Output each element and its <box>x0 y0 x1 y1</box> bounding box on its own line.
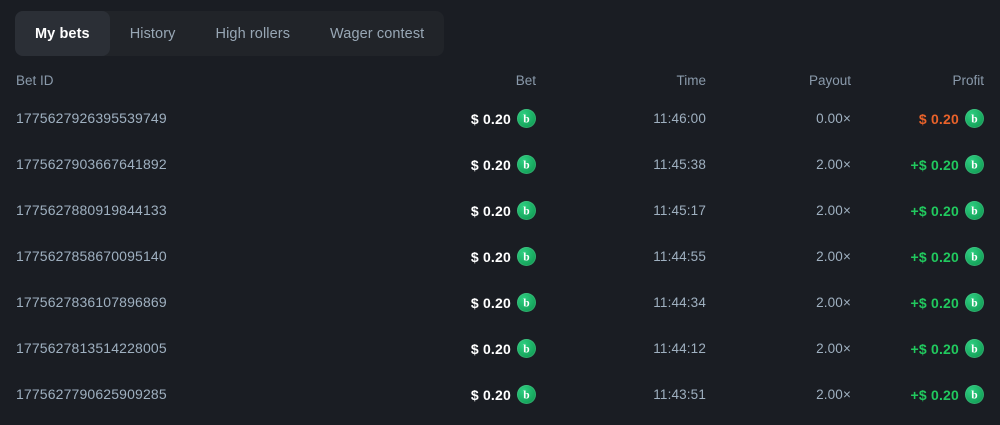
bets-tabbar: My bets History High rollers Wager contest <box>15 11 445 56</box>
profit-amount-value: +$ 0.20 <box>910 294 959 311</box>
svg-text:b: b <box>523 344 530 356</box>
profit-amount: +$ 0.20 b <box>910 247 984 267</box>
profit-amount-value: +$ 0.20 <box>910 156 959 173</box>
column-header-time: Time <box>676 72 707 88</box>
bet-amount: $ 0.20 b <box>470 385 536 405</box>
tab-history[interactable]: History <box>129 25 176 42</box>
currency-coin-icon: b <box>965 385 984 405</box>
bet-payout: 2.00× <box>816 249 851 264</box>
bet-amount: $ 0.20 b <box>470 155 536 175</box>
tab-my-bets[interactable]: My bets <box>15 11 110 56</box>
table-row[interactable]: 1775627836107896869 $ 0.20 b 11:44:34 2.00× +… <box>0 280 1000 326</box>
bet-time: 11:45:17 <box>653 203 706 218</box>
bet-amount: $ 0.20 b <box>470 109 536 129</box>
bet-time: 11:43:51 <box>653 387 706 402</box>
bet-amount-value: $ 0.20 <box>470 386 511 403</box>
profit-amount-value: +$ 0.20 <box>910 340 959 357</box>
table-row[interactable]: 1775627813514228005 $ 0.20 b 11:44:12 2.00× +… <box>0 326 1000 372</box>
bet-payout: 0.00× <box>816 111 851 126</box>
svg-text:b: b <box>971 298 978 310</box>
svg-text:b: b <box>523 252 530 264</box>
profit-amount-value: +$ 0.20 <box>910 386 959 403</box>
profit-amount: +$ 0.20 b <box>910 339 984 359</box>
table-row[interactable]: 1775627903667641892 $ 0.20 b 11:45:38 2.00× +… <box>0 142 1000 188</box>
currency-coin-icon: b <box>965 109 984 129</box>
svg-text:b: b <box>523 390 530 402</box>
svg-text:b: b <box>971 114 978 126</box>
bet-id-link[interactable]: 1775627858670095140 <box>16 248 167 264</box>
profit-amount-value: +$ 0.20 <box>910 202 959 219</box>
svg-text:b: b <box>971 344 978 356</box>
bet-id-link[interactable]: 1775627813514228005 <box>16 340 167 356</box>
bet-time: 11:44:12 <box>653 341 706 356</box>
currency-coin-icon: b <box>965 201 984 221</box>
profit-amount: +$ 0.20 b <box>910 385 984 405</box>
bet-amount: $ 0.20 b <box>470 247 536 267</box>
bet-id-link[interactable]: 1775627790625909285 <box>16 386 167 402</box>
svg-text:b: b <box>523 160 530 172</box>
svg-text:b: b <box>971 390 978 402</box>
svg-text:b: b <box>971 252 978 264</box>
currency-coin-icon: b <box>965 339 984 359</box>
currency-coin-icon: b <box>517 247 536 267</box>
profit-amount-value: $ 0.20 <box>918 110 959 127</box>
table-header-row: Bet ID Bet Time Payout Profit <box>0 64 1000 96</box>
column-header-payout: Payout <box>808 72 851 88</box>
profit-amount: +$ 0.20 b <box>910 293 984 313</box>
svg-text:b: b <box>523 114 530 126</box>
bet-amount: $ 0.20 b <box>470 201 536 221</box>
currency-coin-icon: b <box>517 339 536 359</box>
bet-amount-value: $ 0.20 <box>470 248 511 265</box>
bet-id-link[interactable]: 1775627836107896869 <box>16 294 167 310</box>
table-row[interactable]: 1775627790625909285 $ 0.20 b 11:43:51 2.00× +… <box>0 372 1000 418</box>
bet-payout: 2.00× <box>816 203 851 218</box>
bet-amount: $ 0.20 b <box>470 339 536 359</box>
currency-coin-icon: b <box>517 155 536 175</box>
bet-amount-value: $ 0.20 <box>470 110 511 127</box>
bet-payout: 2.00× <box>816 295 851 310</box>
tab-wager-contest[interactable]: Wager contest <box>330 25 425 42</box>
currency-coin-icon: b <box>517 201 536 221</box>
currency-coin-icon: b <box>965 293 984 313</box>
bet-amount-value: $ 0.20 <box>470 156 511 173</box>
currency-coin-icon: b <box>517 385 536 405</box>
table-row[interactable]: 1775627926395539749 $ 0.20 b 11:46:00 0.00× $… <box>0 96 1000 142</box>
bets-table: Bet ID Bet Time Payout Profit 1775627926… <box>0 64 1000 418</box>
table-body: 1775627926395539749 $ 0.20 b 11:46:00 0.00× $… <box>0 96 1000 418</box>
bet-payout: 2.00× <box>816 157 851 172</box>
bet-payout: 2.00× <box>816 387 851 402</box>
bet-amount-value: $ 0.20 <box>470 202 511 219</box>
svg-text:b: b <box>971 160 978 172</box>
profit-amount: +$ 0.20 b <box>910 201 984 221</box>
currency-coin-icon: b <box>965 247 984 267</box>
bet-time: 11:46:00 <box>653 111 706 126</box>
bet-id-link[interactable]: 1775627903667641892 <box>16 156 167 172</box>
bet-payout: 2.00× <box>816 341 851 356</box>
bet-id-link[interactable]: 1775627880919844133 <box>16 202 167 218</box>
tab-high-rollers[interactable]: High rollers <box>215 25 291 42</box>
bet-time: 11:44:34 <box>653 295 706 310</box>
bet-amount-value: $ 0.20 <box>470 340 511 357</box>
currency-coin-icon: b <box>517 109 536 129</box>
column-header-profit: Profit <box>952 72 984 88</box>
currency-coin-icon: b <box>965 155 984 175</box>
bet-amount-value: $ 0.20 <box>470 294 511 311</box>
profit-amount: $ 0.20 b <box>918 109 984 129</box>
table-row[interactable]: 1775627880919844133 $ 0.20 b 11:45:17 2.00× +… <box>0 188 1000 234</box>
svg-text:b: b <box>523 206 530 218</box>
profit-amount-value: +$ 0.20 <box>910 248 959 265</box>
bet-id-link[interactable]: 1775627926395539749 <box>16 110 167 126</box>
bet-amount: $ 0.20 b <box>470 293 536 313</box>
bet-time: 11:44:55 <box>653 249 706 264</box>
svg-text:b: b <box>971 206 978 218</box>
table-row[interactable]: 1775627858670095140 $ 0.20 b 11:44:55 2.00× +… <box>0 234 1000 280</box>
bet-time: 11:45:38 <box>653 157 706 172</box>
column-header-bet-id: Bet ID <box>16 72 54 88</box>
svg-text:b: b <box>523 298 530 310</box>
profit-amount: +$ 0.20 b <box>910 155 984 175</box>
column-header-bet: Bet <box>515 72 536 88</box>
currency-coin-icon: b <box>517 293 536 313</box>
